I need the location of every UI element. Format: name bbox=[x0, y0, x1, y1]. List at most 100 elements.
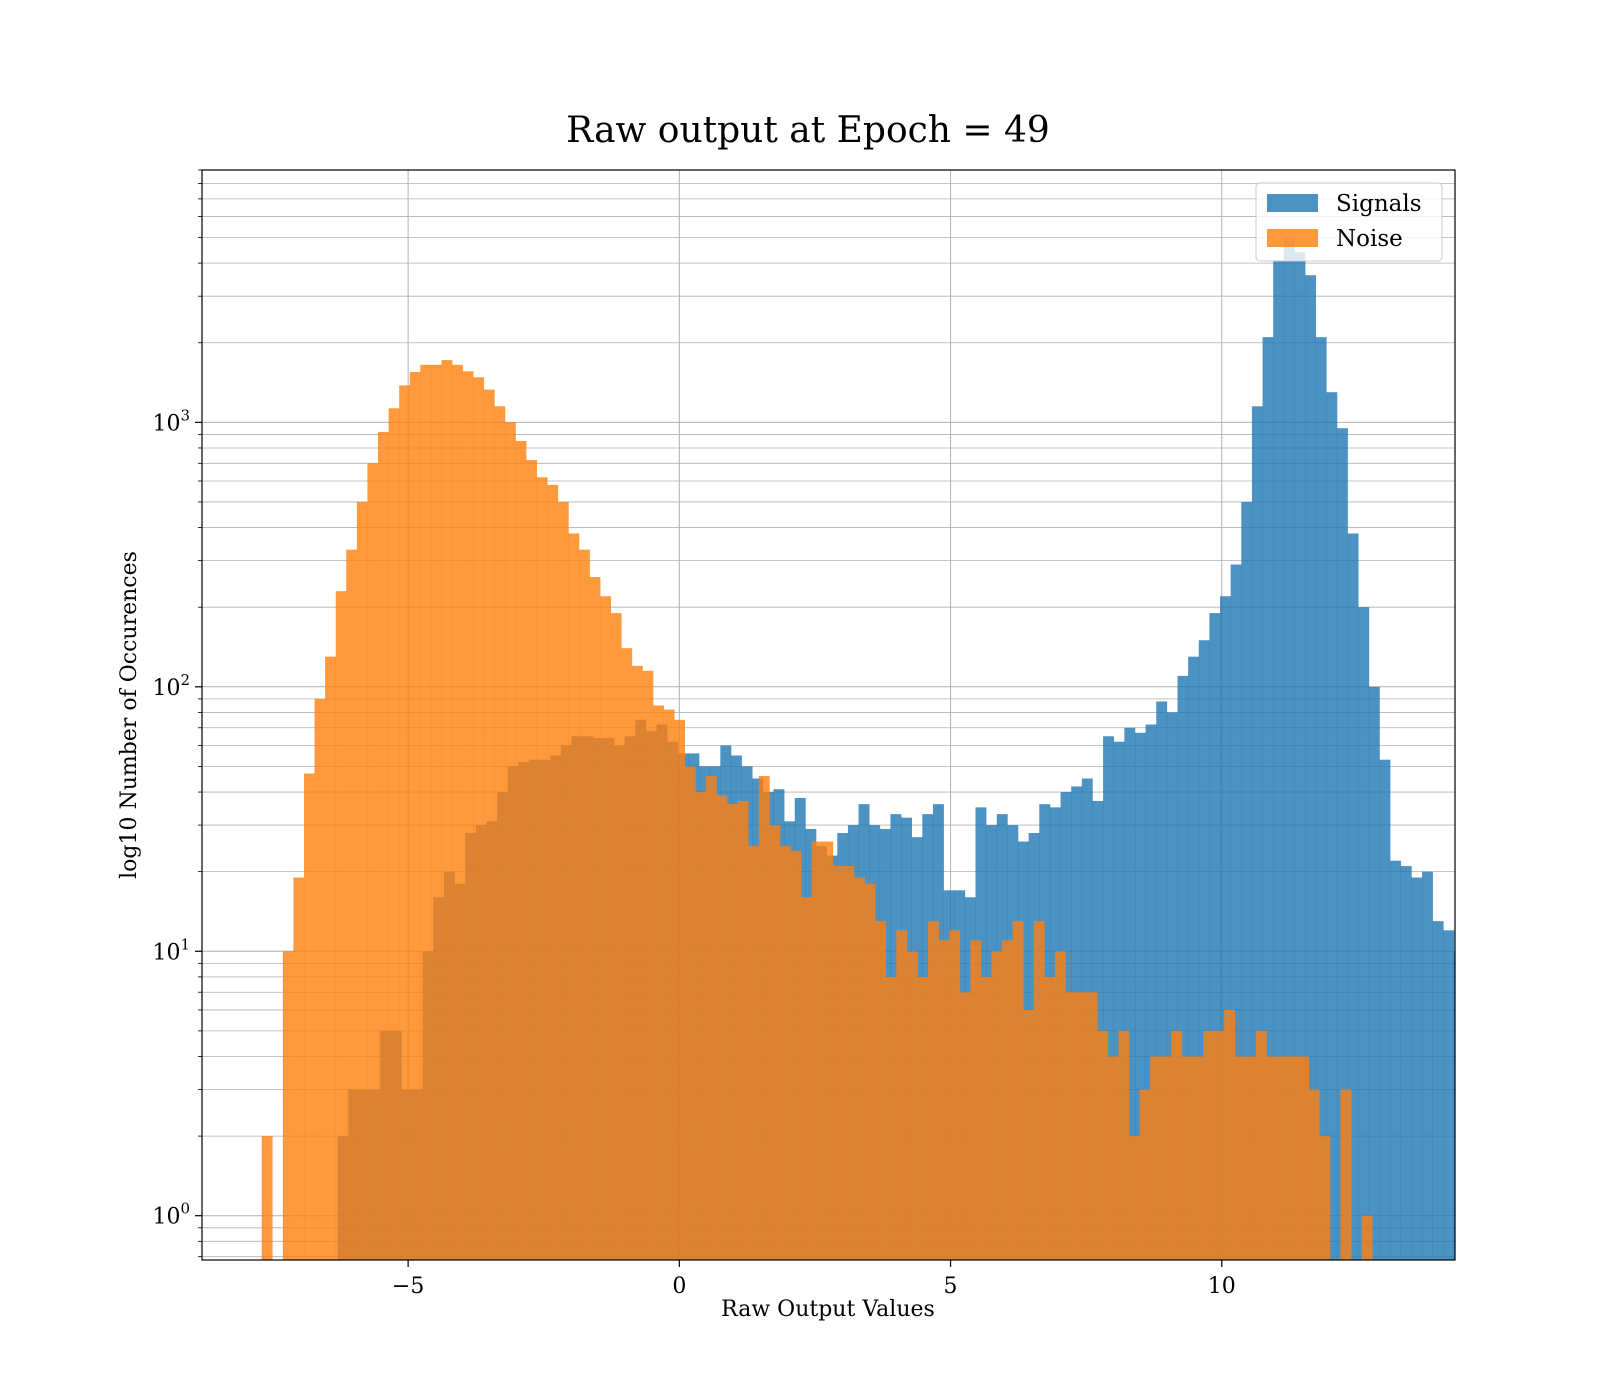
histogram-bar bbox=[949, 930, 961, 1260]
histogram-bar bbox=[578, 549, 590, 1260]
histogram-bar bbox=[1012, 921, 1024, 1260]
histogram-bar bbox=[526, 460, 537, 1260]
histogram-bar bbox=[1150, 1056, 1162, 1260]
histogram-bar bbox=[261, 1136, 273, 1260]
histogram-bar bbox=[801, 897, 812, 1260]
histogram-bar bbox=[610, 613, 622, 1260]
histogram-bar bbox=[1129, 1136, 1140, 1260]
histogram-bar bbox=[1166, 712, 1178, 1260]
x-tick-label: 5 bbox=[944, 1274, 958, 1299]
histogram-bar bbox=[1177, 675, 1189, 1260]
histogram-bar bbox=[473, 377, 485, 1260]
histogram-bar bbox=[536, 477, 548, 1260]
histogram-bar bbox=[727, 804, 738, 1260]
histogram-bar bbox=[1065, 992, 1077, 1260]
legend-swatch-noise bbox=[1267, 229, 1318, 247]
histogram-bar bbox=[1305, 275, 1317, 1260]
x-axis-label: Raw Output Values bbox=[721, 1297, 935, 1322]
histogram-bar bbox=[758, 775, 770, 1260]
histogram-bar bbox=[1368, 686, 1380, 1260]
histogram-bar bbox=[1192, 1056, 1204, 1260]
histogram-bar bbox=[716, 794, 728, 1260]
histogram-bar bbox=[970, 940, 982, 1260]
histogram-bar bbox=[1188, 656, 1200, 1260]
histogram-bar bbox=[1251, 406, 1263, 1260]
histogram-bar bbox=[1139, 1089, 1151, 1260]
histogram-bar bbox=[695, 792, 707, 1260]
histogram-bar bbox=[1086, 992, 1098, 1260]
histogram-bar bbox=[1033, 921, 1045, 1260]
histogram-bar bbox=[843, 866, 855, 1260]
histogram-bar bbox=[1002, 940, 1013, 1260]
histogram-bar bbox=[1092, 800, 1104, 1260]
y-tick-label: 102 bbox=[152, 671, 190, 701]
histogram-bar bbox=[547, 484, 559, 1260]
histogram-bar bbox=[356, 501, 368, 1260]
histogram-bar bbox=[367, 463, 379, 1260]
histogram-bar bbox=[684, 766, 696, 1260]
histogram-bar bbox=[1255, 1030, 1267, 1260]
legend-label-signals: Signals bbox=[1336, 191, 1422, 217]
histogram-bar bbox=[388, 408, 400, 1260]
histogram-bar bbox=[1336, 428, 1348, 1260]
histogram-bar bbox=[1097, 1030, 1109, 1260]
histogram-bar bbox=[779, 846, 791, 1260]
histogram-bar bbox=[1134, 732, 1146, 1260]
histogram-bar bbox=[1220, 596, 1231, 1260]
histogram-bar bbox=[1287, 1056, 1299, 1260]
histogram-bar bbox=[378, 431, 389, 1260]
y-tick-label: 103 bbox=[152, 406, 190, 436]
histogram-bar bbox=[1379, 759, 1391, 1260]
histogram-bar bbox=[430, 364, 442, 1260]
histogram-bar bbox=[1198, 640, 1210, 1260]
histogram-bar bbox=[1224, 1009, 1236, 1260]
histogram-bar bbox=[1044, 976, 1056, 1260]
histogram-bar bbox=[1245, 1056, 1257, 1260]
histogram-bar bbox=[494, 406, 506, 1260]
histogram-bar bbox=[557, 501, 569, 1260]
histogram-bar bbox=[811, 841, 823, 1260]
histogram-bar bbox=[1124, 727, 1136, 1260]
histogram-bar bbox=[1076, 992, 1087, 1260]
histogram-bar bbox=[409, 372, 421, 1260]
histogram-bar bbox=[399, 385, 411, 1260]
legend: Signals Noise bbox=[1255, 182, 1443, 262]
histogram-bar bbox=[980, 976, 992, 1260]
histogram-bar bbox=[346, 549, 358, 1260]
histogram-bar bbox=[293, 877, 305, 1260]
histogram-bar bbox=[600, 596, 612, 1260]
histogram-bar bbox=[1422, 871, 1433, 1260]
histogram-bar bbox=[674, 719, 686, 1260]
histogram-bar bbox=[864, 883, 876, 1260]
histogram-bar bbox=[928, 921, 939, 1260]
histogram-bar bbox=[705, 775, 717, 1260]
histogram-bar bbox=[822, 841, 834, 1260]
histogram-bar bbox=[325, 656, 337, 1260]
histogram-bar bbox=[1023, 1009, 1035, 1260]
x-tick-label: −5 bbox=[392, 1274, 424, 1299]
histogram-bar bbox=[1361, 1215, 1373, 1260]
histogram-bar bbox=[1209, 613, 1221, 1260]
chart-title: Raw output at Epoch = 49 bbox=[566, 110, 1050, 151]
histogram-bar bbox=[1326, 392, 1338, 1260]
histogram-bar bbox=[1283, 237, 1295, 1260]
histogram-bar bbox=[1298, 1056, 1310, 1260]
histogram-bar bbox=[1181, 1056, 1193, 1260]
histogram-bar bbox=[1160, 1056, 1172, 1260]
histogram-bar bbox=[1230, 564, 1242, 1260]
histogram-bar bbox=[1103, 736, 1115, 1260]
histogram-bar bbox=[1107, 1056, 1119, 1260]
histogram-bar bbox=[441, 360, 453, 1260]
histogram-bar bbox=[1241, 501, 1253, 1260]
histogram-bar bbox=[991, 951, 1003, 1260]
histogram-bar bbox=[1213, 1030, 1225, 1260]
histogram-bar bbox=[1118, 1030, 1130, 1260]
histogram-bar bbox=[483, 389, 495, 1260]
histogram-bar bbox=[589, 577, 601, 1260]
y-tick-label: 100 bbox=[152, 1200, 190, 1230]
legend-swatch-signals bbox=[1267, 194, 1318, 212]
histogram-bar bbox=[748, 846, 760, 1260]
histogram-bar bbox=[1156, 701, 1168, 1260]
y-tick-label: 101 bbox=[152, 935, 190, 965]
